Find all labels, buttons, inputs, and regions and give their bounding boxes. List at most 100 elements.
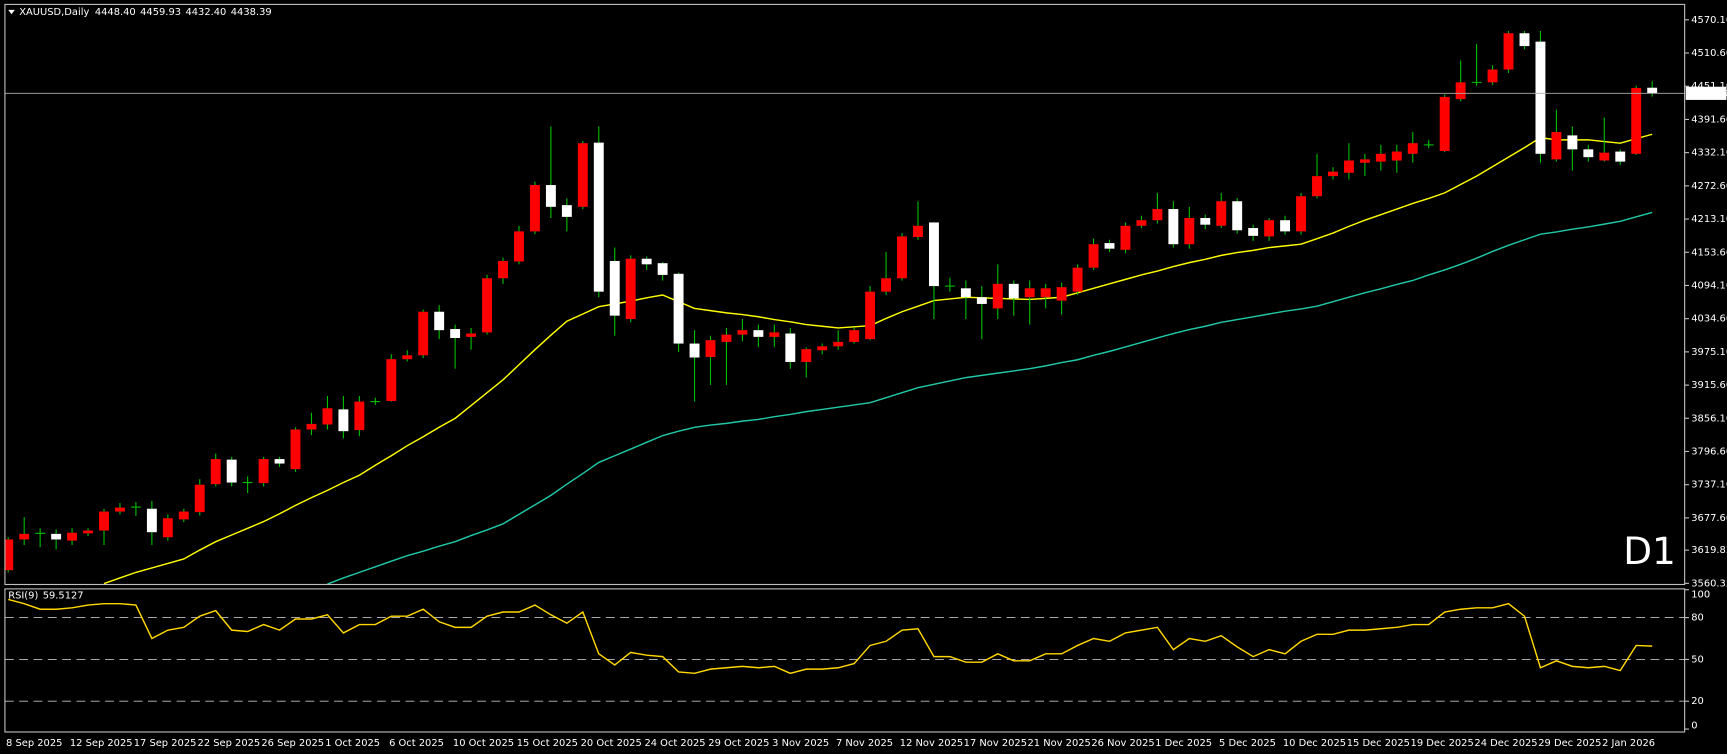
candle-body: [115, 507, 125, 512]
candle-body: [1503, 33, 1514, 70]
candle-body: [306, 423, 317, 430]
candle-body: [689, 343, 700, 358]
candle-body: [1184, 217, 1195, 245]
candle-body: [1487, 69, 1498, 83]
x-tick-label: 8 Sep 2025: [6, 738, 62, 749]
x-tick-label: 6 Oct 2025: [389, 738, 444, 749]
rsi-header: RSI(9) 59.5127: [8, 590, 83, 601]
candle-body: [1120, 225, 1131, 250]
candle-body: [561, 205, 572, 217]
candle-body: [1439, 96, 1450, 152]
y-tick-label: 3677.60: [1691, 513, 1727, 524]
candle-body: [641, 258, 652, 265]
candle-body: [1104, 243, 1115, 249]
candle-body: [1008, 283, 1019, 299]
x-tick-label: 7 Nov 2025: [836, 738, 893, 749]
candle-body: [593, 142, 604, 292]
candle-body: [785, 333, 796, 362]
x-tick-label: 29 Oct 2025: [708, 738, 769, 749]
candle-body: [1631, 87, 1642, 154]
y-tick-label: 4510.60: [1691, 48, 1727, 59]
candle-body: [1136, 220, 1147, 226]
candle-body: [322, 408, 333, 425]
candle-body: [1168, 209, 1179, 245]
candle-body: [482, 278, 493, 333]
current-price-box: [1685, 86, 1727, 100]
candle-body: [976, 297, 987, 304]
candle-body: [529, 185, 540, 232]
candle-body: [1551, 132, 1562, 160]
candle-body: [1264, 220, 1275, 237]
x-tick-label: 2 Jan 2026: [1602, 738, 1655, 749]
rsi-frame: [4, 588, 1686, 733]
rsi-line: [8, 598, 1653, 675]
candle-body: [721, 334, 732, 342]
y-tick-label: 3915.60: [1691, 380, 1727, 391]
candle-body: [67, 532, 78, 541]
candle-body: [849, 330, 860, 342]
x-tick-label: 26 Sep 2025: [261, 738, 324, 749]
candle-body: [1216, 201, 1227, 226]
y-tick-label: 4272.60: [1691, 181, 1727, 192]
candle-body: [1455, 82, 1466, 100]
y-tick-label: 80: [1691, 613, 1704, 624]
candle-body: [1391, 151, 1402, 161]
candle-body: [514, 231, 524, 262]
x-tick-label: 17 Nov 2025: [964, 738, 1027, 749]
x-tick-label: 15 Dec 2025: [1347, 738, 1410, 749]
candle-body: [1647, 87, 1658, 94]
y-tick-label: 4213.10: [1691, 214, 1727, 225]
candle-body: [817, 346, 828, 351]
x-tick-label: 1 Dec 2025: [1155, 738, 1212, 749]
candle-body: [99, 511, 109, 531]
candle-body: [1280, 220, 1291, 232]
candle-body: [992, 283, 1003, 309]
timeframe-label: D1: [1623, 529, 1676, 573]
candle-body: [1583, 149, 1594, 158]
candle-body: [290, 429, 301, 470]
candle-body: [1232, 201, 1243, 231]
candle-body: [1200, 217, 1211, 225]
moving-average: [103, 133, 1653, 585]
candle-body: [897, 236, 907, 279]
current-price-label: 4438.39: [1688, 88, 1727, 99]
y-tick-label: 4391.60: [1691, 114, 1727, 125]
candle-body: [705, 340, 716, 357]
candle-body: [146, 508, 157, 533]
x-tick-label: 5 Dec 2025: [1219, 738, 1276, 749]
candle-body: [226, 459, 237, 483]
candle-body: [1359, 159, 1370, 163]
y-tick-label: 4332.10: [1691, 148, 1727, 159]
candle-body: [1407, 143, 1418, 154]
candle-body: [625, 258, 636, 320]
candle-body: [83, 530, 93, 534]
candle-body: [673, 273, 684, 344]
candle-body: [928, 222, 939, 287]
chart-title: XAUUSD,Daily: [19, 7, 89, 18]
main-frame: [4, 3, 1686, 586]
y-tick-label: 4570.10: [1691, 15, 1727, 26]
candle-body: [1248, 228, 1259, 236]
candle-body: [210, 459, 221, 485]
candle-body: [386, 359, 397, 402]
candle-body: [498, 260, 508, 279]
x-tick-label: 10 Oct 2025: [453, 738, 514, 749]
y-tick-label: 3796.60: [1691, 446, 1727, 457]
y-tick-label: 4094.10: [1691, 280, 1727, 291]
candle-body: [19, 533, 30, 540]
x-tick-label: 1 Oct 2025: [325, 738, 380, 749]
candle-body: [1328, 171, 1338, 177]
y-tick-label: 3856.10: [1691, 413, 1727, 424]
candle-body: [1056, 287, 1067, 301]
chart-header: XAUUSD,Daily 4448.40 4459.93 4432.40 4438.39: [19, 7, 271, 18]
y-tick-label: 3560.35: [1691, 578, 1727, 589]
y-tick-label: 3737.10: [1691, 480, 1727, 491]
candle-body: [1615, 151, 1626, 162]
y-tick-label: 0: [1691, 720, 1697, 731]
x-tick-label: 3 Nov 2025: [772, 738, 829, 749]
y-tick-label: 4034.60: [1691, 314, 1727, 325]
x-tick-label: 17 Sep 2025: [134, 738, 197, 749]
candle-body: [402, 355, 413, 360]
rsi-plot: [4, 598, 1685, 702]
